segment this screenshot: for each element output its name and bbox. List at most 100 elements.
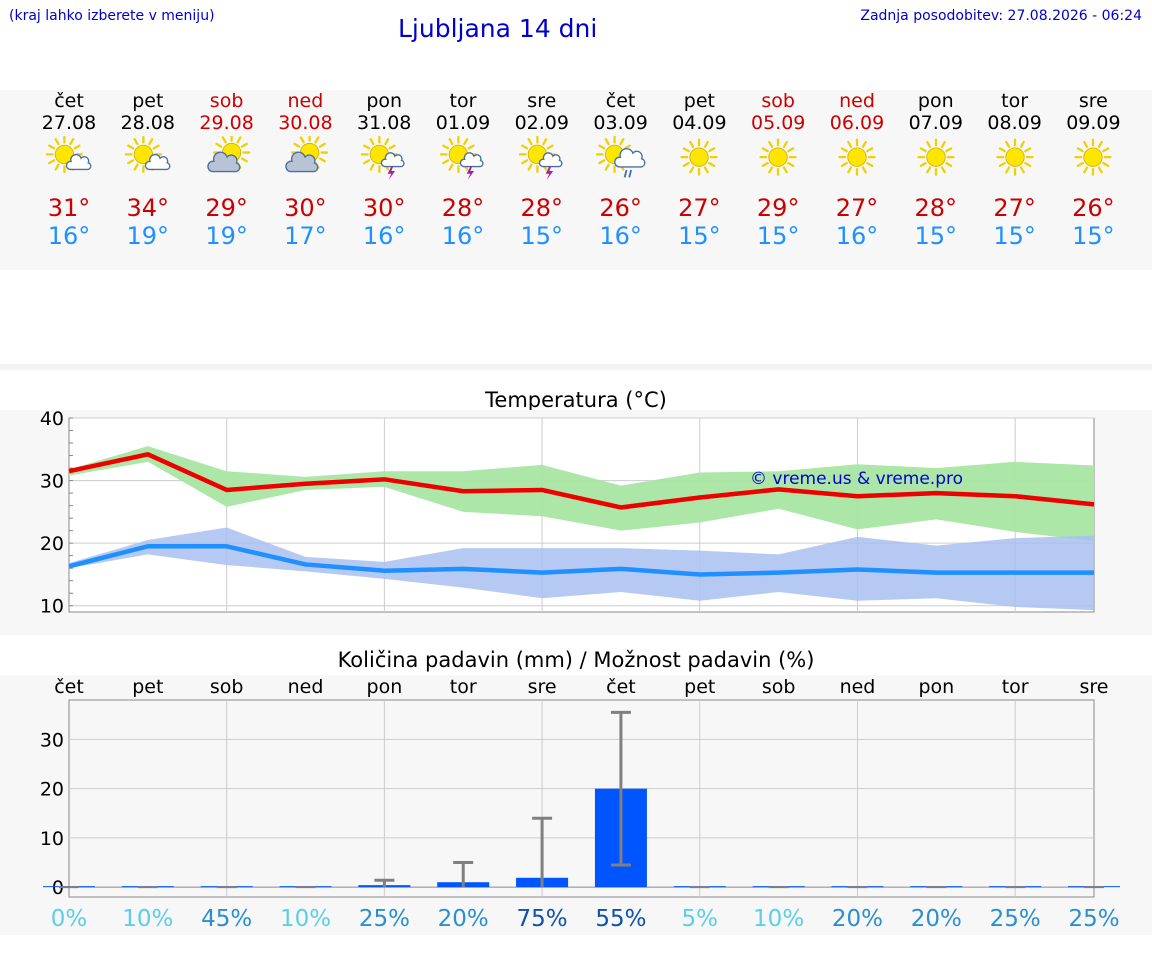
day-name: sre [1078,90,1108,112]
forecast-day[interactable]: pon 31.08 30° 16° [339,90,429,250]
precipitation-probability: 45% [201,906,252,932]
precipitation-probability: 25% [359,906,410,932]
y-tick-label: 40 [40,410,64,430]
max-temperature: 30° [284,194,327,222]
x-category-label: čet [54,676,84,698]
forecast-day[interactable]: sob 05.09 29° 15° [733,90,823,250]
y-tick-label: 30 [40,471,64,493]
max-temperature: 29° [205,194,248,222]
min-temperature: 17° [284,222,327,250]
day-date: 30.08 [278,112,333,134]
forecast-day[interactable]: sre 02.09 28° 15° [497,90,587,250]
min-temperature: 15° [678,222,721,250]
precipitation-probability: 5% [682,906,719,932]
min-temperature: 15° [993,222,1036,250]
forecast-day[interactable]: ned 06.09 27° 16° [812,90,902,250]
location-menu-link[interactable]: (kraj lahko izberete v meniju) [9,8,215,24]
day-date: 31.08 [356,112,412,134]
precipitation-probability: 20% [911,906,962,932]
sun-cloud-icon [24,136,114,182]
forecast-day[interactable]: tor 08.09 27° 15° [970,90,1060,250]
min-temperature-line [68,544,1094,577]
precipitation-probability: 10% [280,906,331,932]
max-temperature: 26° [1072,194,1115,222]
min-temperature: 16° [47,222,91,250]
sun-icon [812,136,902,182]
day-name: ned [839,90,875,112]
temperature-chart: 10 20 30 40 © vreme.us & vreme.pro [40,408,1095,618]
precipitation-probability: 55% [595,906,646,932]
precipitation-probability: 20% [832,906,883,932]
day-date: 01.09 [435,112,491,134]
precipitation-probability: 25% [1068,906,1119,932]
day-date: 28.08 [120,112,175,134]
x-category-label: čet [606,676,636,698]
max-temperature: 31° [47,194,91,222]
precipitation-probability: 25% [990,906,1041,932]
x-category-label: tor [450,676,477,698]
temperature-chart-title: Temperatura (°C) [485,388,667,412]
y-tick-label: 0 [52,877,64,899]
forecast-day[interactable]: ned 30.08 30° 17° [260,90,350,250]
x-category-label: sob [210,676,244,698]
min-temperature: 15° [520,222,564,250]
max-temperature: 27° [993,194,1036,222]
min-temperature: 16° [362,222,406,250]
day-date: 29.08 [199,112,254,134]
x-category-label: pon [367,676,403,698]
x-category-label: pet [684,676,715,698]
day-name: pon [366,90,403,112]
x-category-label: sre [1080,676,1109,698]
sun-cloud-icon [103,136,193,182]
sun-icon [654,136,744,182]
max-temperature: 30° [362,194,406,222]
forecast-day[interactable]: pet 28.08 34° 19° [103,90,193,250]
max-temperature: 27° [678,194,721,222]
max-temperature: 26° [599,194,642,222]
x-category-label: pon [918,676,954,698]
precipitation-probability: 10% [122,906,173,932]
last-update-text: Zadnja posodobitev: 27.08.2026 - 06:24 [860,8,1142,24]
precipitation-chart-title: Količina padavin (mm) / Možnost padavin … [337,648,815,672]
y-tick-label: 10 [40,596,64,618]
max-temperature-band [69,446,1094,542]
min-temperature: 16° [599,222,642,250]
forecast-day[interactable]: čet 03.09 26° 16° [576,90,666,250]
forecast-day[interactable]: sob 29.08 29° 19° [182,90,272,250]
max-temperature: 28° [520,194,564,222]
day-name: pet [683,90,715,112]
max-temperature-line [68,452,1095,510]
forecast-day[interactable]: pon 07.09 28° 15° [891,90,981,250]
day-name: čet [605,90,636,112]
divider [0,364,1152,370]
day-name: sob [209,90,244,112]
precipitation-probability: 10% [753,906,804,932]
watermark-text: © vreme.us & vreme.pro [750,469,963,489]
page-title: Ljubljana 14 dni [398,14,598,43]
x-category-label: ned [840,676,876,698]
day-date: 27.08 [41,112,97,134]
sun-icon [1048,136,1138,182]
day-date: 04.09 [672,112,727,134]
x-category-label: ned [288,676,324,698]
day-name: pet [132,90,164,112]
day-name: čet [54,90,84,112]
day-date: 05.09 [750,112,806,134]
sun-thunder-icon [339,136,429,182]
forecast-day[interactable]: čet 27.08 31° 16° [24,90,114,250]
forecast-strip: čet 27.08 31° 16° pet 28.08 34° 19° sob … [0,90,1152,270]
y-tick-label: 10 [40,828,64,850]
y-tick-label: 20 [40,533,64,555]
sun-icon [733,136,823,182]
precipitation-chart-panel: čet pet sob ned pon tor sre čet pet sob ned pon tor s… [0,675,1152,935]
forecast-day[interactable]: pet 04.09 27° 15° [654,90,744,250]
plot-area [68,699,1095,898]
day-name: pon [917,90,954,112]
precipitation-probability: 0% [51,906,88,932]
max-temperature: 28° [441,194,485,222]
day-date: 08.09 [987,112,1042,134]
min-temperature: 15° [914,222,958,250]
forecast-day[interactable]: tor 01.09 28° 16° [418,90,508,250]
forecast-day[interactable]: sre 09.09 26° 15° [1048,90,1138,250]
sun-thunder-icon [497,136,587,182]
